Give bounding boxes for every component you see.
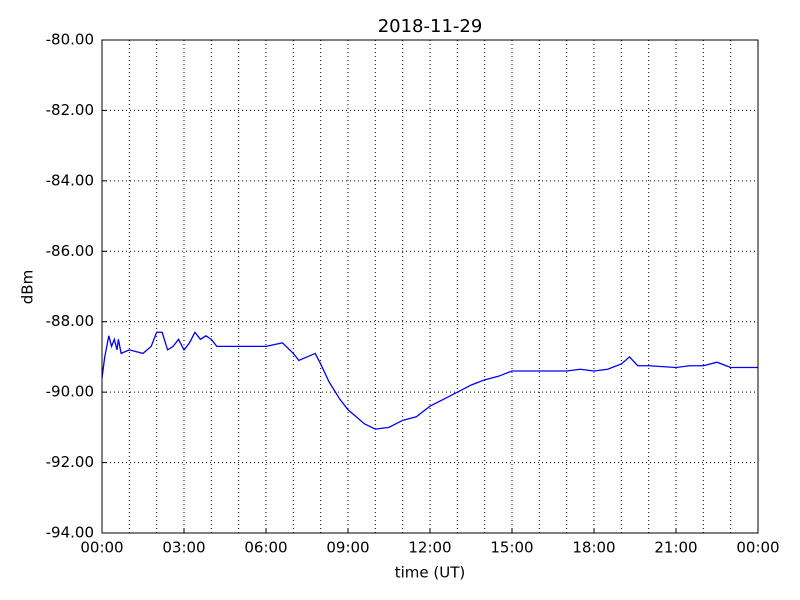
x-tick-label: 12:00 [408,539,451,557]
plot-frame [101,39,759,534]
x-tick-label: 09:00 [326,539,369,557]
chart-title: 2018-11-29 [378,16,483,37]
data-line [101,331,758,430]
y-tick-label: -82.00 [46,101,94,119]
x-tick-label: 03:00 [162,539,205,557]
y-tick-label: -88.00 [46,312,94,330]
x-tick-label: 15:00 [490,539,533,557]
y-axis-label: dBm [19,270,37,304]
x-tick-label: 00:00 [80,539,123,557]
y-tick-label: -90.00 [46,383,94,401]
y-tick-label: -84.00 [46,171,94,189]
y-tick-label: -92.00 [46,453,94,471]
x-tick-label: 21:00 [654,539,697,557]
x-tick-label: 18:00 [572,539,615,557]
x-tick-label: 06:00 [244,539,287,557]
y-tick-label: -94.00 [46,524,94,542]
y-tick-label: -86.00 [46,242,94,260]
x-tick-label: 00:00 [736,539,779,557]
x-axis-label: time (UT) [395,564,466,582]
y-tick-label: -80.00 [46,31,94,49]
